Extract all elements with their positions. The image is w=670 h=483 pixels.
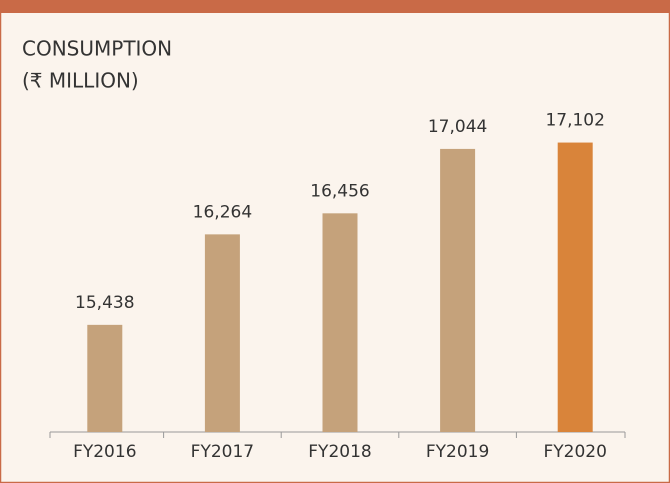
chart-title-line: CONSUMPTION [22, 37, 172, 61]
value-label: 15,438 [75, 293, 134, 313]
value-label: 17,102 [545, 111, 604, 131]
x-tick-label: FY2016 [73, 442, 136, 462]
value-label: 16,264 [193, 202, 252, 222]
bar [322, 213, 358, 432]
value-label: 16,456 [310, 181, 369, 201]
value-label: 17,044 [428, 117, 487, 137]
bar [557, 142, 593, 432]
top-band [0, 0, 670, 13]
chart-title-line: (₹ MILLION) [22, 69, 139, 93]
x-tick-label: FY2019 [426, 442, 489, 462]
x-tick-label: FY2020 [543, 442, 606, 462]
bar [440, 148, 476, 432]
x-tick-label: FY2018 [308, 442, 371, 462]
x-tick-label: FY2017 [191, 442, 254, 462]
bar [204, 234, 240, 432]
bar [87, 324, 123, 432]
